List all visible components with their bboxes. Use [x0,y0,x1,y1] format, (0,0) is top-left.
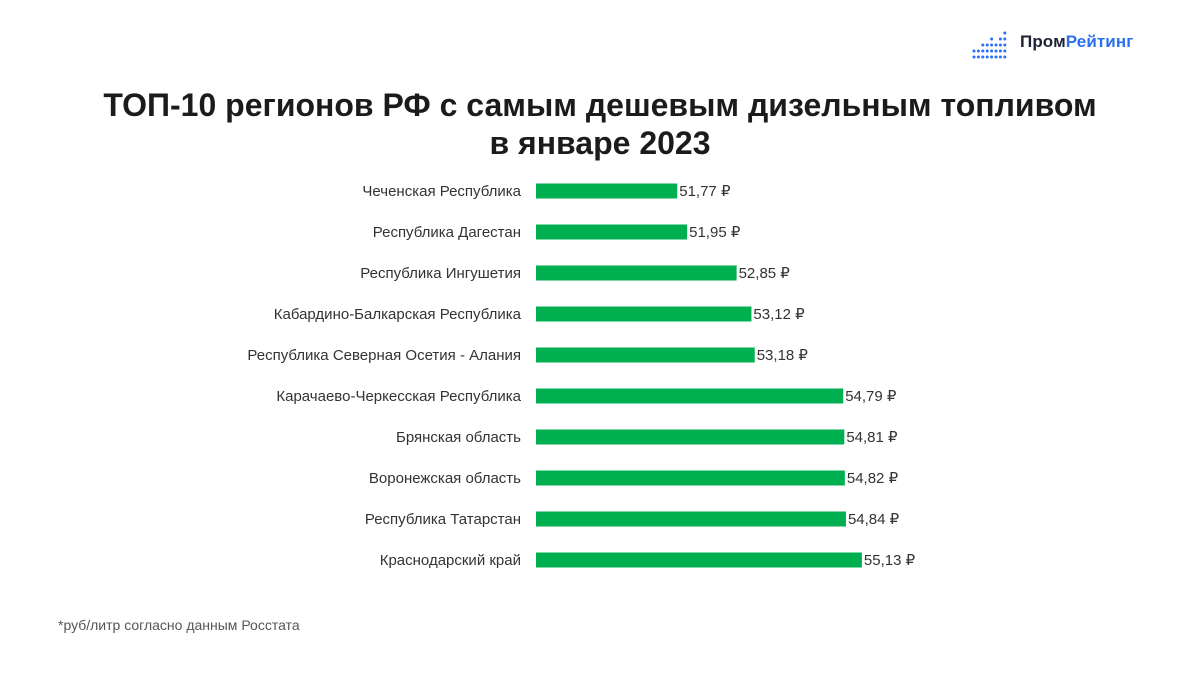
logo-dot [981,55,985,59]
value-label: 51,95 ₽ [689,224,741,241]
bar-dots-icon [972,31,1007,59]
value-label: 53,18 ₽ [757,347,809,364]
logo-dot [990,37,994,41]
value-label: 54,84 ₽ [848,511,900,528]
value-label: 53,12 ₽ [753,306,805,323]
bar [536,511,846,527]
brand-logo: ПромРейтинг [972,24,1133,60]
category-label: Республика Ингушетия [360,265,521,282]
category-label: Республика Дагестан [373,224,521,241]
logo-dot [998,37,1002,41]
logo-dot [998,43,1002,47]
category-label: Карачаево-Черкесская Республика [276,388,521,405]
bar [536,470,845,486]
chart-title: ТОП-10 регионов РФ с самым дешевым дизел… [0,86,1200,162]
value-label: 54,82 ₽ [847,470,899,487]
value-label: 51,77 ₽ [679,183,731,200]
logo-dot [994,49,998,53]
bar [536,224,688,240]
logo-dot [1003,37,1007,41]
logo-dot [990,43,994,47]
logo-dot [985,49,989,53]
logo-dot [994,43,998,47]
bar [536,552,862,568]
value-label: 54,81 ₽ [846,429,898,446]
category-label: Чеченская Республика [362,183,521,200]
bar [536,347,755,363]
category-label: Республика Татарстан [365,511,521,528]
logo-dot [972,49,976,53]
logo-dot [985,55,989,59]
logo-dot [985,43,989,47]
brand-name-part1: Пром [1020,32,1066,51]
logo-dot [976,49,980,53]
bar [536,265,737,281]
chart-title-line-2: в январе 2023 [489,125,711,161]
logo-dot [994,55,998,59]
bar [536,183,678,199]
logo-dot [981,49,985,53]
bar [536,388,844,404]
logo-dot [1003,55,1007,59]
value-label: 54,79 ₽ [845,388,897,405]
logo-dot [1003,43,1007,47]
category-label: Воронежская область [369,470,521,487]
logo-dot [998,49,1002,53]
bar [536,429,845,445]
category-label: Республика Северная Осетия - Алания [247,347,521,364]
value-label: 52,85 ₽ [739,265,791,282]
value-label: 55,13 ₽ [864,552,916,569]
logo-dot [1003,49,1007,53]
bar [536,306,752,322]
logo-dot [1003,31,1007,35]
chart-title-line-1: ТОП-10 регионов РФ с самым дешевым дизел… [103,87,1097,123]
footnote: *руб/литр согласно данным Росстата [58,617,300,633]
category-label: Краснодарский край [380,552,521,569]
logo-dot [972,55,976,59]
category-label: Брянская область [396,429,521,446]
brand-name: ПромРейтинг [1020,32,1133,52]
logo-dot [998,55,1002,59]
logo-dot [990,55,994,59]
category-label: Кабардино-Балкарская Республика [274,306,522,323]
logo-dot [976,55,980,59]
brand-name-part2: Рейтинг [1065,32,1134,51]
logo-dot [981,43,985,47]
logo-dot [990,49,994,53]
